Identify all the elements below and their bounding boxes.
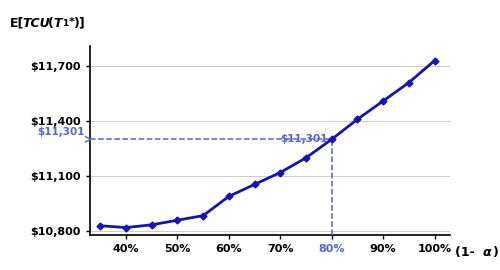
- Text: )]: )]: [74, 17, 86, 30]
- Text: ): ): [492, 246, 498, 259]
- Text: α: α: [482, 246, 491, 259]
- Text: TCU: TCU: [22, 17, 50, 30]
- Text: (1-: (1-: [455, 246, 477, 259]
- Text: 1: 1: [62, 19, 69, 28]
- Text: (: (: [48, 17, 54, 30]
- Text: T: T: [54, 17, 62, 30]
- Text: E[: E[: [10, 17, 24, 30]
- Text: $11,301: $11,301: [38, 127, 85, 137]
- Text: *: *: [68, 17, 74, 27]
- Text: $11,301: $11,301: [280, 134, 328, 144]
